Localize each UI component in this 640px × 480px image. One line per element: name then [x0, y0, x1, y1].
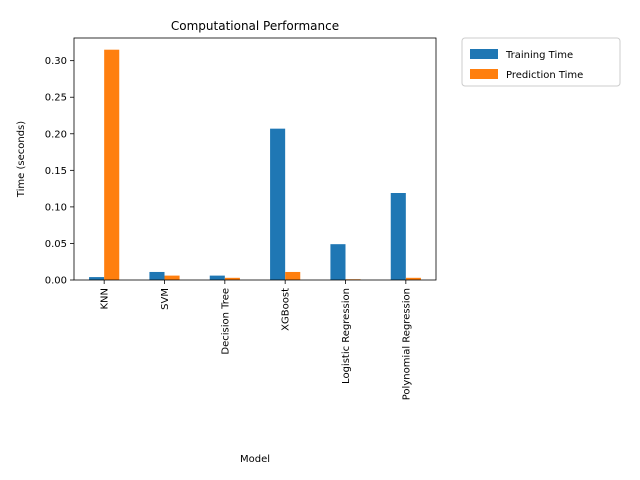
bar-training-5 — [390, 193, 406, 280]
legend-frame — [461, 37, 621, 87]
x-axis-label: Model — [240, 454, 270, 465]
y-tick-label-6: 0.30 — [45, 56, 67, 67]
y-tick-label-3: 0.15 — [45, 166, 67, 177]
x-tick-label-5: Polynomial Regression — [401, 288, 412, 400]
bar-training-4 — [330, 244, 346, 280]
legend-label-1: Prediction Time — [506, 70, 583, 81]
y-tick-label-1: 0.05 — [45, 239, 67, 250]
bar-prediction-1 — [164, 275, 180, 280]
x-tick-label-0: KNN — [100, 288, 111, 310]
plot-frame — [73, 37, 437, 281]
bar-prediction-5 — [405, 277, 421, 280]
y-axis-label: Time (seconds) — [16, 121, 27, 198]
bar-prediction-2 — [224, 277, 240, 280]
x-tick-label-1: SVM — [160, 288, 171, 310]
bar-training-2 — [209, 275, 225, 280]
bar-training-1 — [149, 271, 165, 280]
y-tick-label-0: 0.00 — [45, 276, 67, 287]
bar-prediction-3 — [285, 271, 301, 280]
bar-prediction-0 — [104, 49, 120, 281]
legend-swatch-0 — [470, 49, 498, 59]
x-tick-label-4: Logistic Regression — [341, 288, 352, 384]
x-tick-label-2: Decision Tree — [220, 288, 231, 355]
x-tick-label-3: XGBoost — [281, 288, 292, 331]
y-tick-label-2: 0.10 — [45, 202, 67, 213]
bar-training-0 — [89, 277, 105, 280]
y-tick-label-4: 0.20 — [45, 129, 67, 140]
plot-area: 0.00 0.05 0.10 0.15 0.20 0.25 0.30 KNN SVM Decisi… — [45, 37, 437, 400]
legend: Training Time Prediction Time — [461, 37, 621, 87]
legend-label-0: Training Time — [505, 50, 573, 61]
chart-title: Computational Performance — [171, 19, 339, 33]
legend-swatch-1 — [470, 69, 498, 79]
bar-training-3 — [270, 128, 286, 280]
y-tick-label-5: 0.25 — [45, 93, 67, 104]
